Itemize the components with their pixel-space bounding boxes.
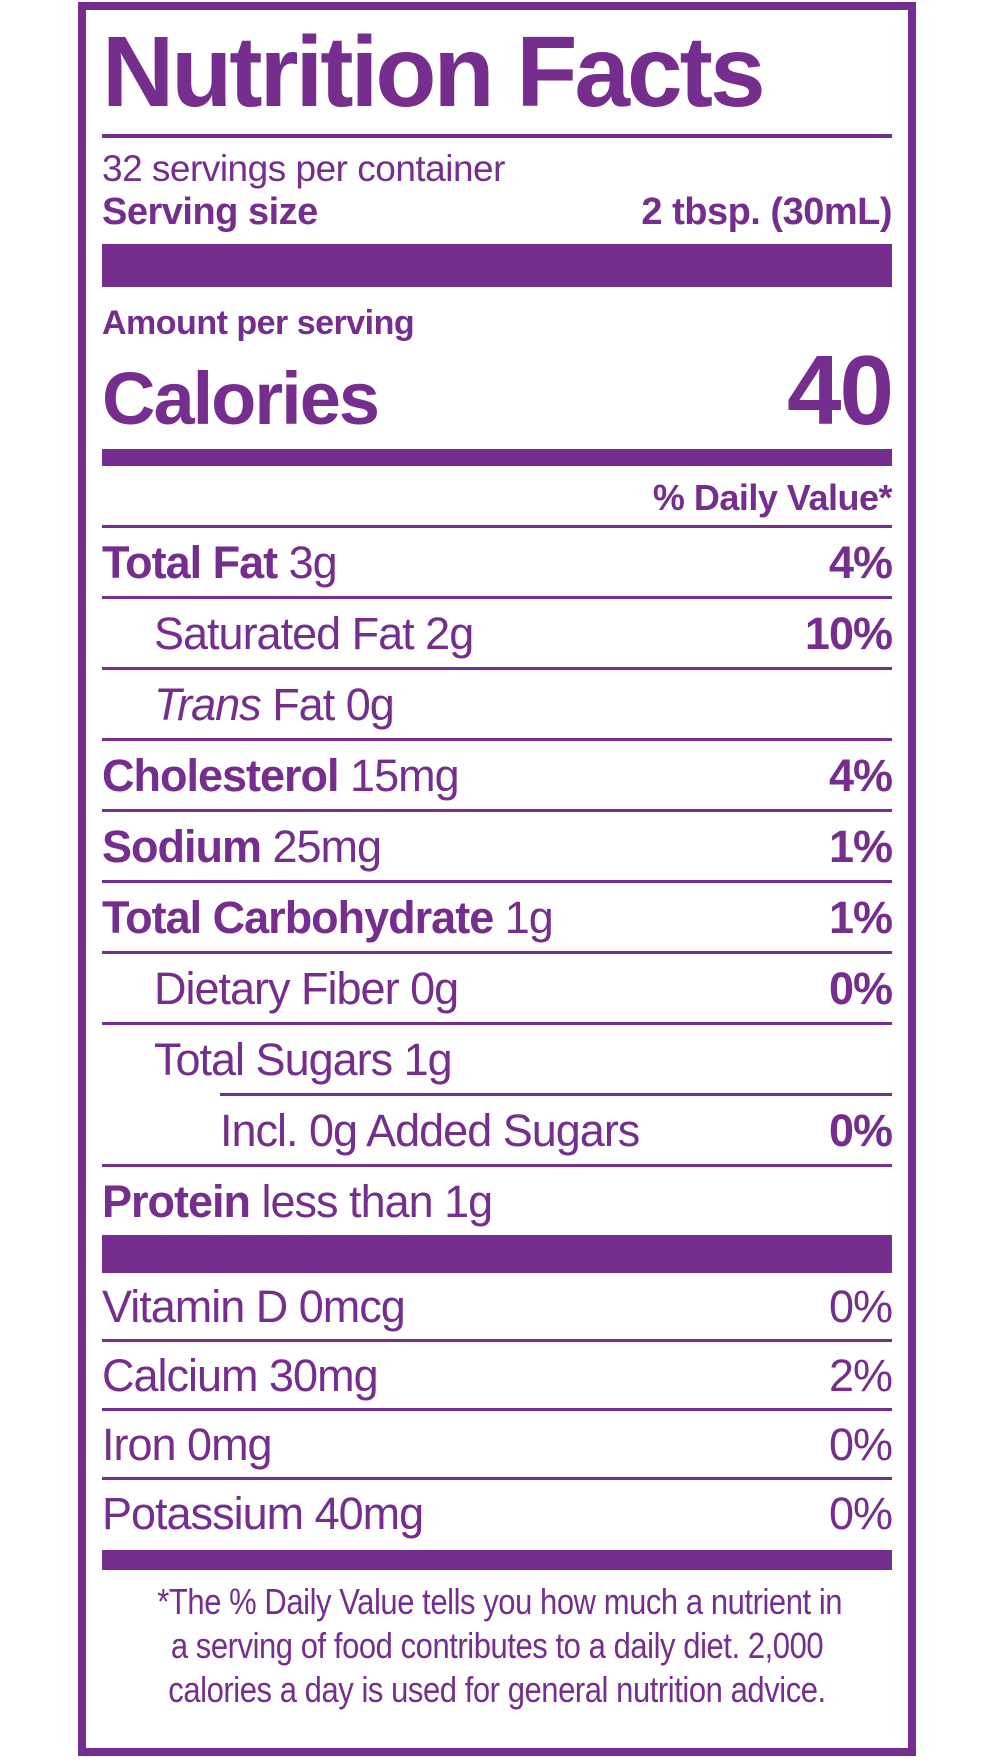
nutrient-name-segment: Total Carbohydrate — [102, 892, 494, 944]
footnote: *The % Daily Value tells you how much a … — [102, 1580, 892, 1712]
nutrient-row: Protein less than 1g — [102, 1167, 892, 1235]
nutrient-percent: 0% — [828, 1105, 893, 1157]
serving-size-row: Serving size 2 tbsp. (30mL) — [102, 191, 892, 235]
nutrient-percent: 0% — [828, 1488, 893, 1540]
nutrient-percent: 2% — [828, 1350, 893, 1402]
nutrient-name-segment: Total Sugars 1g — [154, 1034, 453, 1086]
nutrient-text: Cholesterol 15mg — [102, 750, 460, 802]
nutrient-name-segment: Dietary Fiber 0g — [154, 963, 459, 1015]
nutrient-percent: 1% — [828, 821, 893, 873]
nutrient-text: Incl. 0g Added Sugars — [220, 1105, 640, 1157]
separator-bar-protein — [102, 1235, 892, 1274]
nutrient-text: Saturated Fat 2g — [154, 608, 474, 660]
nutrient-name-segment: 1g — [493, 892, 554, 944]
daily-value-divider — [102, 525, 892, 529]
nutrient-name-segment: Vitamin D 0mcg — [102, 1281, 406, 1333]
nutrient-text: Protein less than 1g — [102, 1176, 494, 1228]
row-divider — [102, 1477, 892, 1481]
nutrient-percent: 1% — [828, 892, 893, 944]
nutrient-row: Incl. 0g Added Sugars 0% — [102, 1096, 893, 1168]
serving-size-value: 2 tbsp. (30mL) — [641, 190, 892, 233]
nutrient-name-segment: Saturated Fat 2g — [154, 608, 474, 660]
footnote-line: calories a day is used for general nutri… — [168, 1669, 826, 1711]
nutrient-text: Total Sugars 1g — [154, 1034, 453, 1086]
label-title: Nutrition Facts — [102, 16, 766, 128]
nutrient-name-segment: Total Fat — [102, 537, 278, 589]
footnote-line: *The % Daily Value tells you how much a … — [157, 1581, 843, 1623]
nutrient-text: Dietary Fiber 0g — [154, 963, 459, 1015]
nutrient-name-segment: Calcium 30mg — [102, 1350, 379, 1402]
row-divider — [102, 667, 892, 671]
nutrient-name-segment: Incl. 0g Added Sugars — [220, 1105, 640, 1157]
nutrient-text: Total Fat 3g — [102, 537, 338, 589]
row-divider — [220, 1093, 892, 1097]
nutrient-row: Total Fat 3g 4% — [102, 528, 893, 600]
nutrient-text: Iron 0mg — [102, 1419, 273, 1471]
nutrient-name-segment: Cholesterol — [102, 750, 340, 802]
nutrient-text: Trans Fat 0g — [154, 679, 395, 731]
nutrient-name-segment: 15mg — [338, 750, 460, 802]
nutrition-label: Nutrition Facts 32 servings per containe… — [78, 2, 916, 1756]
nutrient-name-segment: Iron 0mg — [102, 1419, 273, 1471]
calories-label: Calories — [102, 357, 380, 441]
calories-row: Calories 40 — [102, 335, 894, 446]
nutrient-row: Calcium 30mg 2% — [102, 1342, 893, 1412]
nutrient-row: Potassium 40mg 0% — [102, 1480, 893, 1546]
nutrient-percent: 10% — [804, 608, 893, 660]
nutrient-row: Saturated Fat 2g 10% — [102, 599, 893, 671]
nutrient-percent: 4% — [828, 750, 893, 802]
nutrient-text: Sodium 25mg — [102, 821, 383, 873]
row-divider — [102, 1408, 892, 1412]
nutrient-name-segment: Protein — [102, 1176, 251, 1228]
row-divider — [102, 1339, 892, 1343]
row-divider — [102, 809, 892, 813]
nutrient-row: Total Carbohydrate 1g 1% — [102, 883, 893, 955]
nutrient-name-segment: 3g — [277, 537, 338, 589]
nutrient-row: Cholesterol 15mg 4% — [102, 741, 893, 813]
serving-size-label: Serving size — [102, 190, 318, 233]
nutrient-row: Vitamin D 0mcg 0% — [102, 1273, 893, 1343]
vitamin-rows-section: Vitamin D 0mcg 0% Calcium 30mg 2% Iron 0… — [102, 1273, 893, 1546]
nutrient-percent: 0% — [828, 963, 893, 1015]
nutrient-name-segment: less than 1g — [250, 1176, 494, 1228]
footnote-line: a serving of food contributes to a daily… — [170, 1625, 824, 1667]
nutrient-text: Calcium 30mg — [102, 1350, 379, 1402]
nutrient-name-segment: Fat 0g — [260, 679, 395, 731]
nutrient-name-segment: 25mg — [261, 821, 383, 873]
title-rule — [102, 134, 892, 138]
row-divider — [102, 951, 892, 955]
nutrient-text: Vitamin D 0mcg — [102, 1281, 406, 1333]
nutrient-rows-section: Total Fat 3g 4% Saturated Fat 2g 10% Tra… — [102, 528, 893, 1235]
nutrient-percent: 0% — [828, 1281, 893, 1333]
nutrient-name-segment: Sodium — [102, 821, 262, 873]
separator-bar-footnote — [102, 1550, 892, 1571]
nutrient-percent: 4% — [828, 537, 893, 589]
row-divider — [102, 1022, 892, 1026]
calories-value: 40 — [786, 335, 894, 446]
row-divider — [102, 738, 892, 742]
nutrient-text: Total Carbohydrate 1g — [102, 892, 554, 944]
separator-bar-calories — [102, 449, 892, 467]
row-divider — [102, 596, 892, 600]
amount-per-serving-label: Amount per serving — [102, 304, 415, 343]
row-divider — [102, 1164, 892, 1168]
servings-per-container: 32 servings per container — [102, 148, 505, 189]
nutrient-percent: 0% — [828, 1419, 893, 1471]
nutrient-row: Trans Fat 0g — [102, 670, 892, 742]
daily-value-header: % Daily Value* — [652, 477, 893, 519]
nutrient-row: Iron 0mg 0% — [102, 1411, 893, 1481]
nutrient-text: Potassium 40mg — [102, 1488, 424, 1540]
nutrient-row: Dietary Fiber 0g 0% — [102, 954, 893, 1026]
row-divider — [102, 880, 892, 884]
nutrient-row: Total Sugars 1g — [102, 1025, 892, 1097]
nutrient-row: Sodium 25mg 1% — [102, 812, 893, 884]
nutrient-name-segment: Potassium 40mg — [102, 1488, 424, 1540]
nutrient-name-segment: Trans — [154, 679, 262, 731]
separator-bar-top — [102, 244, 892, 288]
